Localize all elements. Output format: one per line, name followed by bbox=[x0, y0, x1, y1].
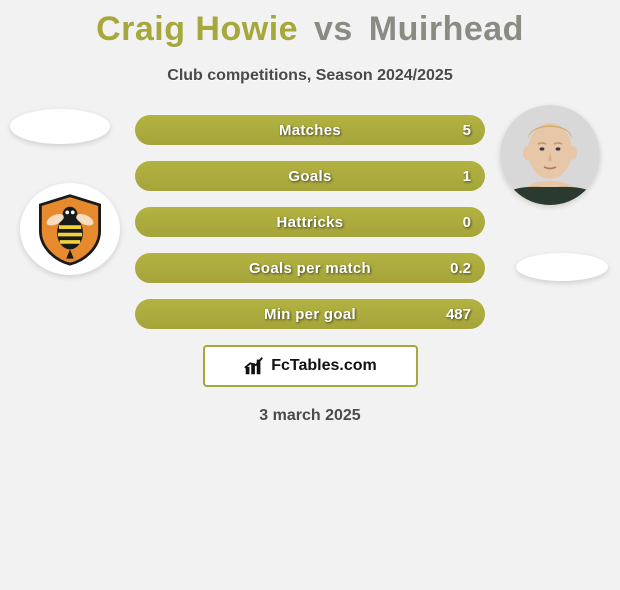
player2-photo bbox=[500, 105, 600, 205]
player2-name: Muirhead bbox=[369, 10, 524, 48]
stat-value-right: 5 bbox=[463, 115, 471, 145]
stat-value-right: 0.2 bbox=[450, 253, 471, 283]
stat-label: Matches bbox=[135, 115, 485, 145]
brand-box[interactable]: FcTables.com bbox=[203, 345, 418, 387]
club-crest-icon bbox=[33, 192, 107, 266]
stat-value-right: 0 bbox=[463, 207, 471, 237]
player1-name: Craig Howie bbox=[96, 10, 298, 48]
stat-label: Goals bbox=[135, 161, 485, 191]
stat-row: Hattricks0 bbox=[135, 207, 485, 237]
comparison-title: Craig Howie vs Muirhead bbox=[0, 10, 620, 49]
stat-row: Goals1 bbox=[135, 161, 485, 191]
stat-row: Min per goal487 bbox=[135, 299, 485, 329]
comparison-arena: Matches5Goals1Hattricks0Goals per match0… bbox=[0, 115, 620, 329]
stat-label: Hattricks bbox=[135, 207, 485, 237]
player-face-icon bbox=[500, 105, 600, 205]
stat-row: Matches5 bbox=[135, 115, 485, 145]
stat-rows: Matches5Goals1Hattricks0Goals per match0… bbox=[135, 115, 485, 329]
stat-row: Goals per match0.2 bbox=[135, 253, 485, 283]
stat-label: Goals per match bbox=[135, 253, 485, 283]
chart-icon bbox=[243, 355, 265, 377]
stat-value-right: 487 bbox=[446, 299, 471, 329]
date-text: 3 march 2025 bbox=[0, 407, 620, 425]
brand-text: FcTables.com bbox=[271, 357, 377, 375]
stat-label: Min per goal bbox=[135, 299, 485, 329]
stat-value-right: 1 bbox=[463, 161, 471, 191]
player1-avatar-placeholder bbox=[10, 109, 110, 144]
subtitle: Club competitions, Season 2024/2025 bbox=[0, 67, 620, 85]
player2-club-placeholder bbox=[516, 253, 608, 281]
player1-club-crest bbox=[20, 183, 120, 275]
vs-text: vs bbox=[314, 10, 353, 48]
